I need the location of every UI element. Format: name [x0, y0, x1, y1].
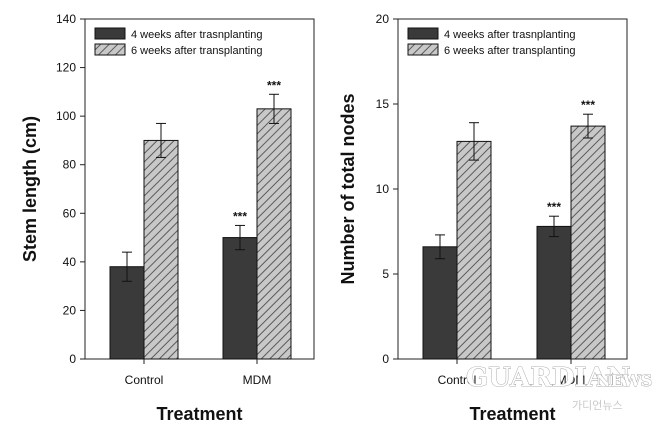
- y-tick-label: 140: [56, 12, 76, 26]
- y-axis-title: Stem length (cm): [20, 116, 40, 262]
- legend-swatch: [94, 43, 126, 56]
- watermark: GUARDIAN NEWS 가디언뉴스: [466, 363, 653, 412]
- significance-label: ***: [233, 209, 247, 223]
- y-tick-label: 15: [376, 97, 390, 111]
- bar-4wk: [222, 237, 258, 360]
- significance-label: ***: [267, 78, 281, 92]
- bar-6wk: [256, 108, 292, 360]
- plot-frame: [84, 18, 315, 360]
- significance-label: ***: [581, 98, 595, 112]
- y-tick-label: 60: [63, 206, 77, 220]
- watermark-main: GUARDIAN: [466, 363, 631, 393]
- bar-4wk: [422, 246, 458, 360]
- y-tick-label: 0: [69, 352, 76, 366]
- legend-label: 4 weeks after trasnplanting: [444, 29, 575, 41]
- total-nodes-chart: 0 5 10 15 20 Control MDM Treatment Number of tot…: [338, 12, 628, 424]
- legend-label: 6 weeks after transplanting: [444, 45, 575, 57]
- watermark-sub: 가디언뉴스: [572, 399, 623, 412]
- bar-6wk: [143, 139, 179, 360]
- x-tick-label: Control: [125, 373, 164, 387]
- legend-swatch: [407, 43, 439, 56]
- y-tick-label: 10: [376, 182, 390, 196]
- legend-swatch: [407, 27, 439, 40]
- y-tick-label: 20: [376, 12, 390, 26]
- y-tick-label: 5: [382, 267, 389, 281]
- y-tick-label: 80: [63, 158, 77, 172]
- legend-label: 4 weeks after trasnplanting: [131, 29, 262, 41]
- x-axis-title: Treatment: [469, 404, 555, 424]
- x-tick-label: Control: [438, 373, 477, 387]
- legend-label: 6 weeks after transplanting: [131, 45, 262, 57]
- y-tick-label: 20: [63, 303, 77, 317]
- y-tick-label: 40: [63, 255, 77, 269]
- y-axis-title: Number of total nodes: [338, 93, 358, 284]
- bar-6wk: [456, 140, 492, 360]
- y-tick-label: 120: [56, 61, 76, 75]
- bar-4wk: [536, 225, 572, 360]
- stem-length-chart: 0 20 40 60 80 100 120 140 Control MDM Treatment Ste…: [20, 12, 315, 424]
- legend-swatch: [94, 27, 126, 40]
- x-tick-label: MDM: [557, 373, 586, 387]
- watermark-suffix: NEWS: [596, 371, 652, 390]
- x-axis-title: Treatment: [156, 404, 242, 424]
- y-tick-label: 100: [56, 109, 76, 123]
- significance-label: ***: [547, 200, 561, 214]
- x-tick-label: MDM: [243, 373, 272, 387]
- bar-4wk: [109, 266, 145, 360]
- bar-6wk: [570, 125, 606, 360]
- y-tick-label: 0: [382, 352, 389, 366]
